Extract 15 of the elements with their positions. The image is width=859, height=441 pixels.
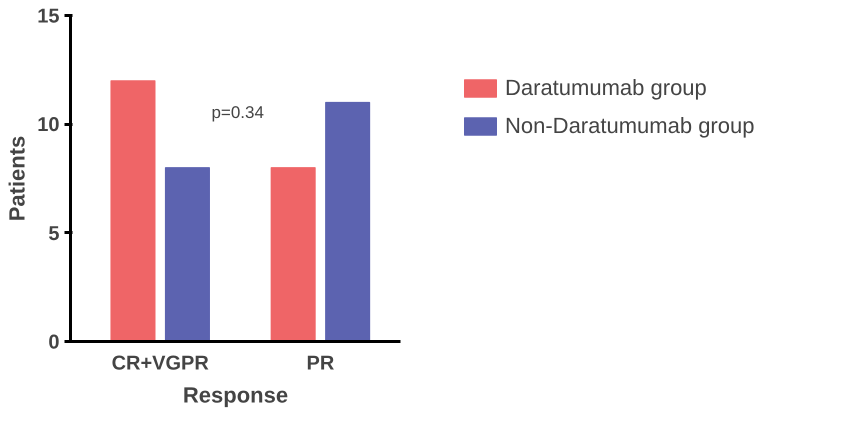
bar — [164, 167, 210, 342]
y-tick-label: 10 — [37, 114, 60, 136]
x-axis-title: Response — [182, 382, 288, 408]
legend-label: Non-Daratumumab group — [505, 113, 754, 139]
y-axis-title: Patients — [4, 136, 30, 222]
bar — [110, 80, 156, 342]
bar — [270, 167, 316, 342]
y-tick-label: 15 — [37, 6, 60, 28]
y-tick-label: 5 — [48, 222, 60, 245]
y-tick-label: 0 — [48, 332, 60, 354]
bar — [325, 102, 370, 342]
x-tick-label: PR — [306, 352, 335, 374]
annotation: p=0.34 — [211, 102, 264, 122]
x-tick-label: CR+VGPR — [112, 352, 210, 374]
legend-label: Daratumumab group — [505, 75, 707, 101]
